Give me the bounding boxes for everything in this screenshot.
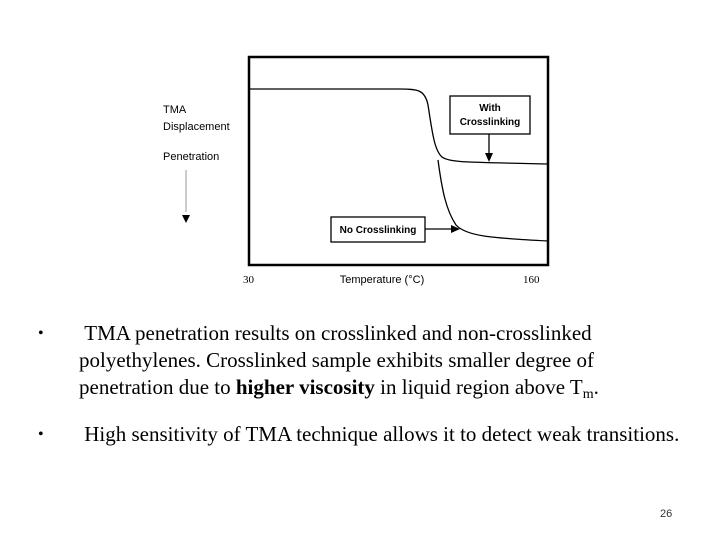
bullet-bold-text: higher viscosity (235, 375, 375, 399)
bullet-text-part-b: in liquid region above T (374, 375, 583, 399)
x-tick-label-30: 30 (243, 274, 255, 286)
x-axis-label: Temperature (°C) (340, 274, 424, 286)
callout-no-crosslinking-box (330, 216, 426, 243)
y-label-line2: Displacement (163, 121, 230, 133)
y-label-line3: Penetration (163, 151, 219, 163)
bullet-text-end: . (593, 375, 599, 399)
callout-no-arrow-head (451, 225, 460, 233)
y-arrow-head (182, 215, 190, 223)
series-with-crosslinking-line (249, 88, 549, 165)
bullet-dot: • (38, 426, 44, 443)
series-no-crosslinking-line (437, 159, 549, 242)
page-number: 26 (660, 508, 673, 520)
bullet-text-part-a: TMA penetration results on crosslinked a… (79, 321, 594, 399)
plot-frame (247, 55, 550, 267)
tma-figure: TMA Displacement Penetration With Crossl… (163, 55, 550, 286)
callout-with-line1: With (479, 103, 501, 114)
x-tick-label-160: 160 (523, 274, 540, 286)
bullet-dot: • (38, 325, 44, 342)
bullet-text-part-a: High sensitivity of TMA technique allows… (84, 422, 680, 446)
callout-no-label: No Crosslinking (340, 225, 417, 236)
bullet-text: High sensitivity of TMA technique allows… (79, 421, 689, 448)
callout-with-line2: Crosslinking (460, 117, 521, 128)
callout-with-crosslinking-box (449, 95, 531, 135)
bullet-text: TMA penetration results on crosslinked a… (79, 320, 689, 408)
callout-with-arrow-head (485, 153, 493, 162)
y-label-line1: TMA (163, 104, 187, 116)
subscript-m: m (582, 387, 594, 402)
